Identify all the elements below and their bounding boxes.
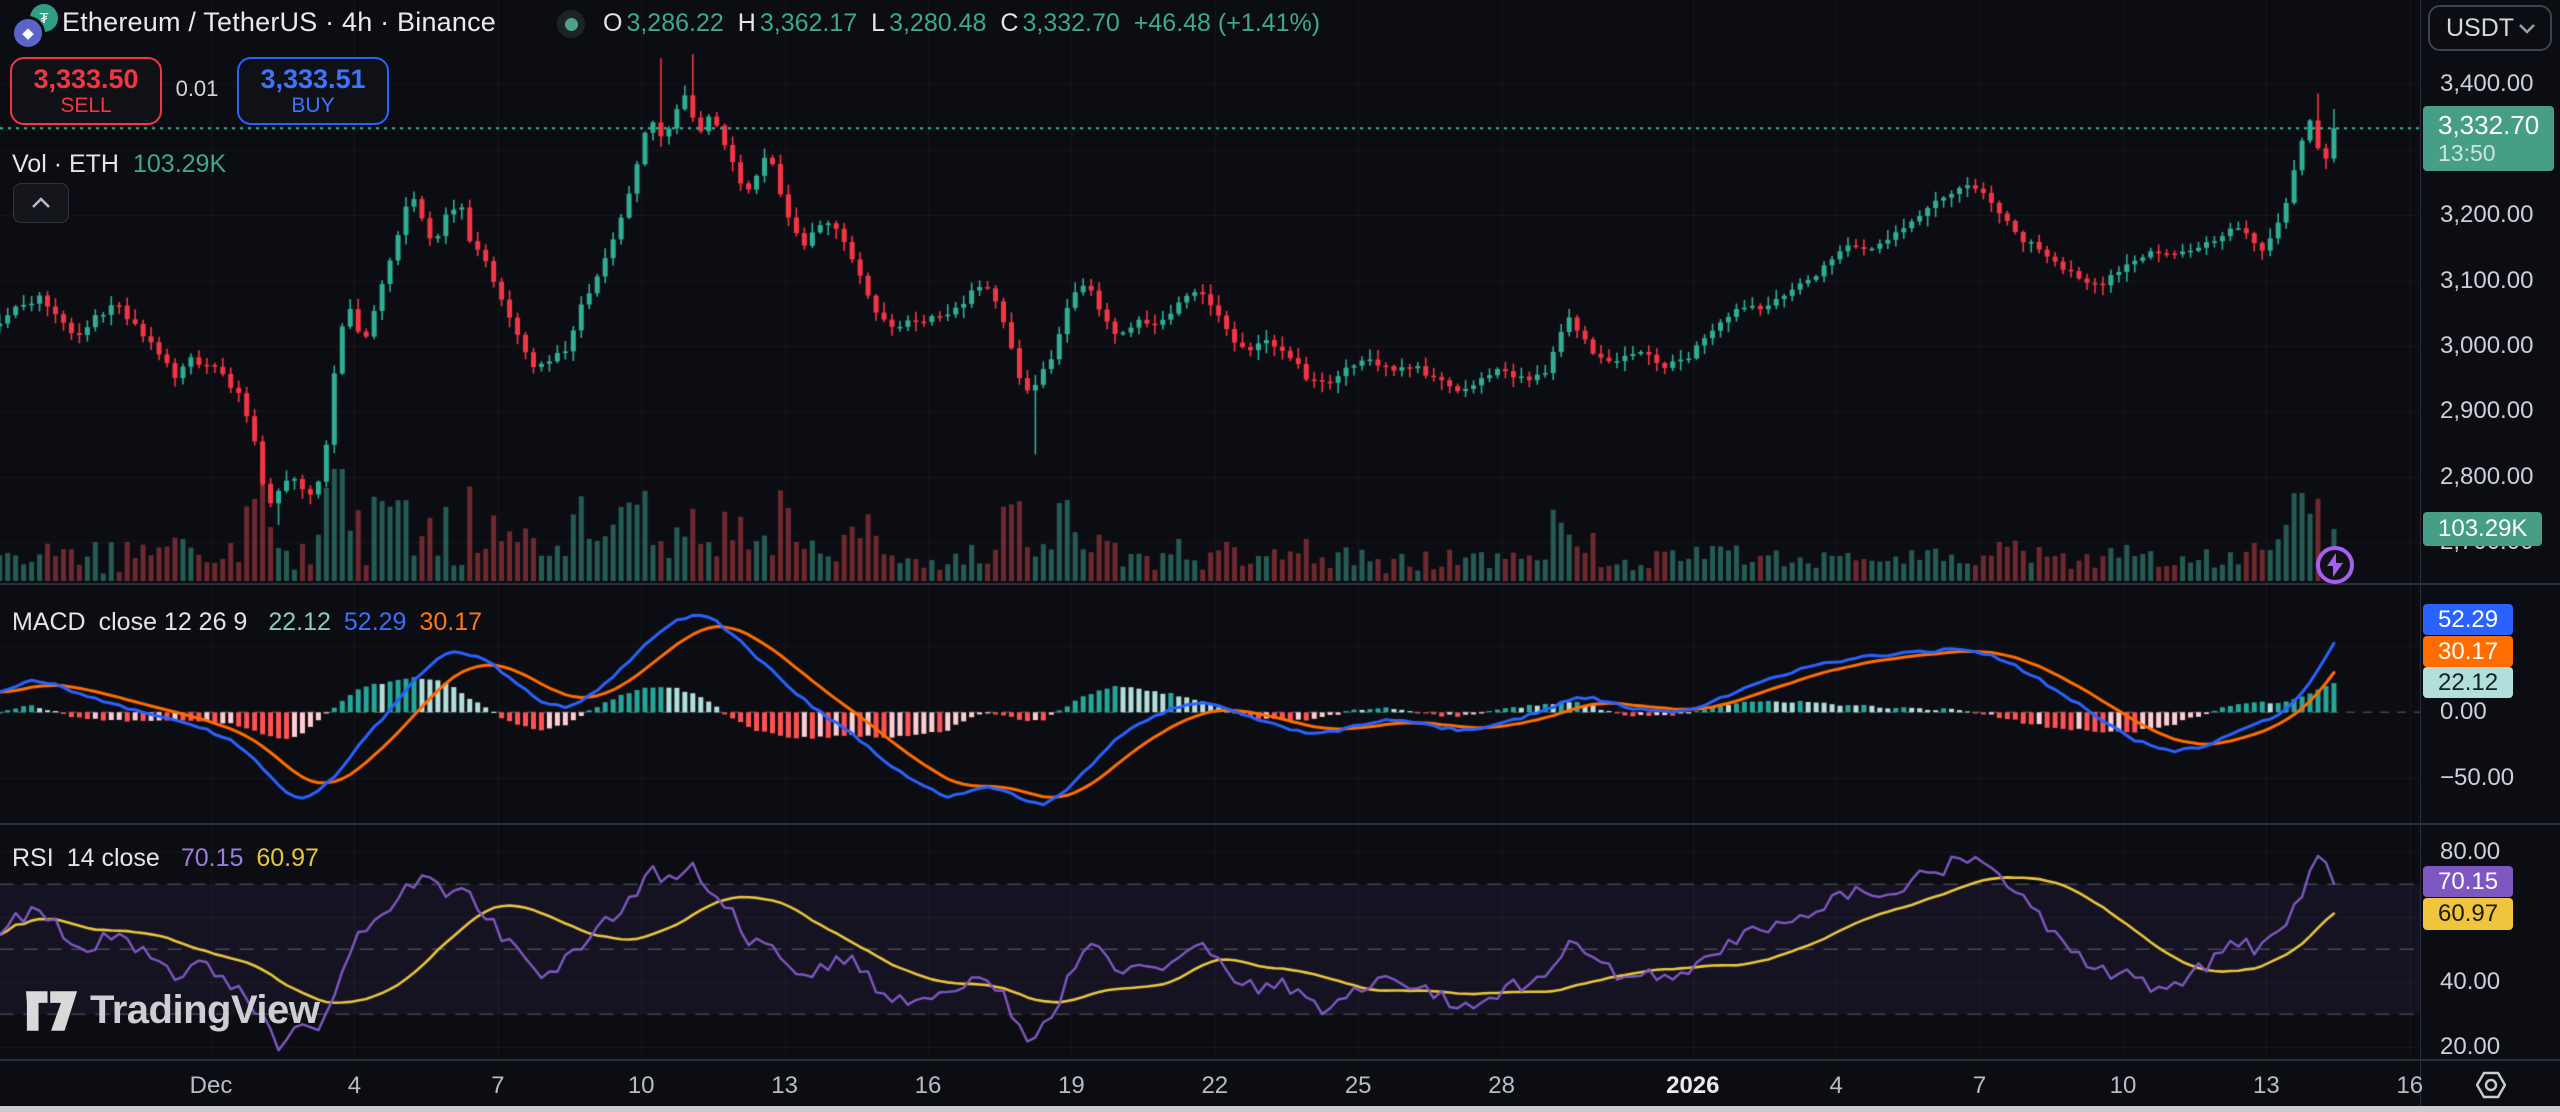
- rsi-axis-label: 20.00: [2440, 1032, 2501, 1060]
- lightning-icon[interactable]: [2316, 546, 2354, 584]
- chevron-up-icon: [32, 197, 50, 208]
- ethereum-logo-icon: ◆: [14, 19, 42, 47]
- rsi-axis-badge: 70.15: [2423, 866, 2514, 897]
- sell-button[interactable]: 3,333.50 SELL: [10, 57, 162, 125]
- collapse-panel-button[interactable]: [13, 183, 69, 223]
- time-axis-label: 25: [1344, 1072, 1372, 1099]
- macd-title: MACD: [12, 608, 86, 636]
- price-axis-label: 2,800.00: [2440, 462, 2534, 490]
- time-axis-label: 10: [627, 1072, 655, 1099]
- rsi-legend: RSI 14 close 70.15 60.97: [12, 844, 319, 873]
- last-price-badge: 3,332.70 13:50: [2423, 106, 2555, 171]
- price-axis-label: 3,000.00: [2440, 331, 2534, 359]
- rsi-title: RSI: [12, 844, 54, 872]
- time-axis-label: 7: [1972, 1072, 1987, 1099]
- signal-axis-badge: 30.17: [2423, 636, 2514, 667]
- bar-countdown: 13:50: [2438, 140, 2496, 166]
- time-axis-label: 16: [914, 1072, 942, 1099]
- rsi-axis-label: 80.00: [2440, 837, 2501, 865]
- tradingview-watermark: TradingView: [26, 988, 320, 1033]
- open-value: 3,286.22: [626, 9, 724, 37]
- tradingview-logo-icon: [26, 990, 78, 1031]
- time-axis-label: 4: [1829, 1072, 1843, 1099]
- tradingview-watermark-text: TradingView: [90, 988, 320, 1032]
- currency-value: USDT: [2446, 13, 2515, 42]
- time-axis-label: 28: [1488, 1072, 1515, 1099]
- price-axis-label: 3,100.00: [2440, 266, 2534, 294]
- time-axis-label: 4: [347, 1072, 362, 1099]
- buy-label: BUY: [291, 94, 335, 118]
- volume-indicator-value: 103.29K: [132, 150, 227, 178]
- price-axis-separator: [2420, 0, 2421, 1106]
- time-axis-label: 7: [491, 1072, 505, 1099]
- symbol-title[interactable]: Ethereum / TetherUS · 4h · Binance: [62, 7, 497, 37]
- time-axis-label: 19: [1058, 1072, 1085, 1099]
- symbol-pair-logo-icon: ₮ ◆: [10, 4, 62, 50]
- macd-axis-badge: 52.29: [2423, 604, 2514, 635]
- sell-price: 3,333.50: [33, 64, 139, 95]
- volume-axis-badge: 103.29K: [2423, 512, 2543, 546]
- price-axis-label: 2,900.00: [2440, 397, 2534, 425]
- macd-line-value: 52.29: [343, 608, 407, 636]
- volume-indicator-legend: Vol · ETH 103.29K: [12, 150, 226, 179]
- close-value: 3,332.70: [1022, 9, 1120, 37]
- close-label: C: [1000, 9, 1019, 37]
- buy-button[interactable]: 3,333.51 BUY: [237, 57, 389, 125]
- time-axis-label: 2026: [1666, 1072, 1720, 1099]
- market-status-icon[interactable]: [557, 10, 585, 38]
- time-axis-label: 16: [2396, 1072, 2424, 1099]
- change-value: +46.48 (+1.41%): [1133, 9, 1321, 37]
- price-axis-label: 3,400.00: [2440, 70, 2534, 98]
- macd-params: close 12 26 9: [98, 608, 248, 636]
- time-axis-label: Dec: [189, 1072, 233, 1099]
- time-axis-label: 13: [2253, 1072, 2280, 1099]
- time-axis-label: 22: [1201, 1072, 1229, 1099]
- rsi-ma-value: 60.97: [256, 844, 319, 872]
- macd-axis-label: −50.00: [2440, 764, 2515, 792]
- rsi-params: 14 close: [66, 844, 160, 872]
- rsi-line-value: 70.15: [180, 844, 244, 872]
- rsi-axis-label: 40.00: [2440, 967, 2501, 995]
- high-label: H: [737, 9, 756, 37]
- pane-separator-macd-rsi[interactable]: [0, 823, 2560, 825]
- low-label: L: [871, 9, 886, 37]
- chevron-down-icon: [2519, 23, 2535, 34]
- clock-icon[interactable]: [2472, 1066, 2510, 1104]
- sell-label: SELL: [60, 94, 112, 118]
- macd-hist-value: 22.12: [268, 608, 331, 636]
- rsi-ma-axis-badge: 60.97: [2423, 898, 2514, 930]
- ohlc-readout: O 3,286.22 H 3,362.17 L 3,280.48 C 3,332.70 …: [603, 9, 1320, 38]
- currency-dropdown[interactable]: USDT: [2428, 5, 2552, 51]
- volume-indicator-label: Vol · ETH: [12, 150, 119, 178]
- buy-price: 3,333.51: [260, 64, 366, 95]
- low-value: 3,280.48: [889, 9, 987, 37]
- macd-axis-label: 0.00: [2440, 698, 2487, 726]
- bottom-scrollbar[interactable]: [0, 1106, 2560, 1112]
- price-axis-label: 3,200.00: [2440, 201, 2534, 229]
- time-axis-label: 10: [2109, 1072, 2137, 1099]
- open-label: O: [603, 9, 623, 37]
- spread-value: 0.01: [175, 76, 219, 101]
- time-axis-label: 13: [771, 1072, 798, 1099]
- time-axis[interactable]: Dec 4 7 10 13 16 19 22 25 28 2026 4 7 10 13 16: [0, 1060, 2560, 1106]
- macd-legend: MACD close 12 26 9 22.12 52.29 30.17: [12, 608, 482, 637]
- time-axis-separator: [0, 1059, 2560, 1061]
- high-value: 3,362.17: [759, 9, 858, 37]
- macd-signal-value: 30.17: [419, 608, 483, 636]
- last-price-value: 3,332.70: [2438, 110, 2540, 140]
- pane-separator-main-macd[interactable]: [0, 583, 2560, 585]
- histogram-axis-badge: 22.12: [2423, 667, 2514, 698]
